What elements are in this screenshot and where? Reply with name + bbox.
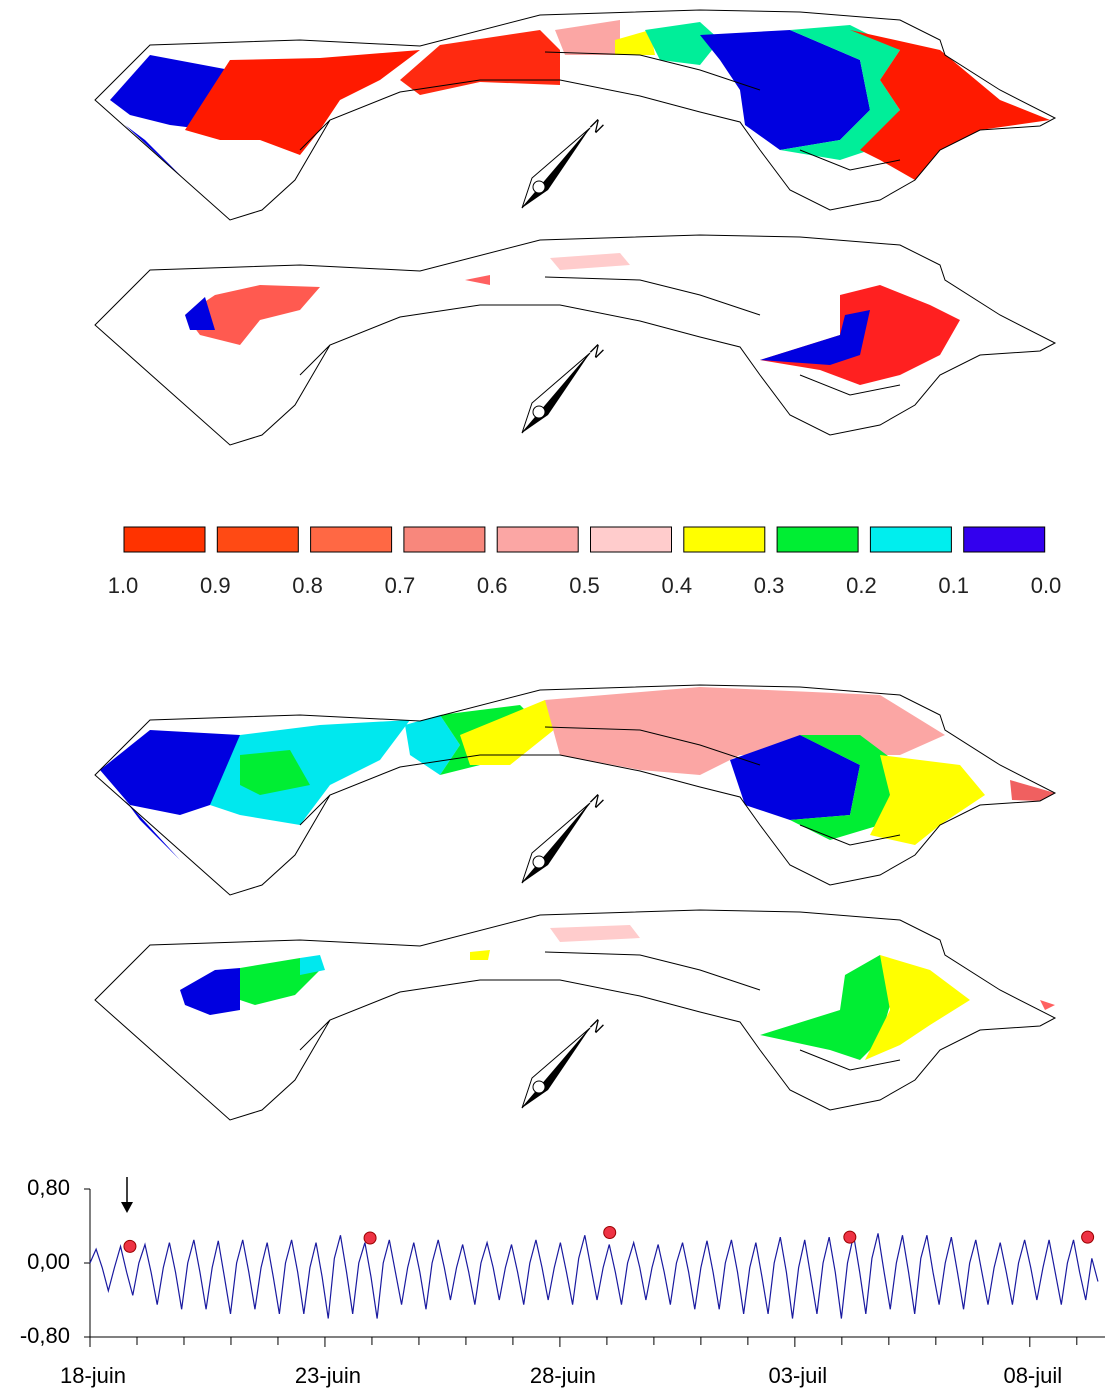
compass-center [532,180,546,194]
x-tick-label: 28-juin [530,1363,596,1388]
map-panel: N [94,684,1056,896]
y-tick-label: -0,80 [20,1323,70,1348]
legend-label: 0.2 [846,573,877,598]
map-panel: N [94,9,1056,221]
legend-label: 0.8 [292,573,323,598]
north-label: N [586,1017,606,1037]
x-tick-label: 18-juin [60,1363,126,1388]
legend-swatch [216,526,299,553]
x-tick-label: 08-juil [1003,1363,1062,1388]
line-series [89,1233,1099,1319]
legend-swatch [123,526,206,553]
compass-needle [521,802,591,884]
legend-label: 0.6 [477,573,508,598]
legend-swatch [963,526,1046,553]
y-tick-label: 0,00 [27,1249,70,1274]
compass-needle [521,352,591,434]
arrow-head [121,1202,133,1213]
legend-label: 1.0 [108,573,139,598]
legend-swatch [683,526,766,553]
north-label: N [586,342,606,362]
compass-needle [521,127,591,209]
legend-swatch [590,526,672,553]
legend-label: 0.3 [754,573,785,598]
marker [843,1230,857,1244]
legend-label: 0.0 [1031,573,1062,598]
legend-label: 0.1 [938,573,969,598]
legend-swatch [403,526,486,553]
legend-label: 0.4 [662,573,693,598]
legend-label: 0.7 [385,573,416,598]
marker [123,1239,137,1253]
y-tick-label: 0,80 [27,1175,70,1200]
marker [603,1225,617,1239]
marker [1081,1230,1095,1244]
map-panel: N [94,909,1056,1121]
compass-center [532,405,546,419]
compass-needle [521,1027,591,1109]
legend-swatch [496,526,579,553]
marker [363,1231,377,1245]
legend-swatch [869,526,952,553]
x-tick-label: 03-juil [769,1363,828,1388]
x-tick-label: 23-juin [295,1363,361,1388]
map-panel: N [94,234,1056,446]
legend-swatch [776,526,859,553]
legend-swatch [310,526,393,553]
north-label: N [586,117,606,137]
legend-label: 0.5 [569,573,600,598]
compass-center [532,1080,546,1094]
legend-label: 0.9 [200,573,231,598]
compass-center [532,855,546,869]
north-label: N [586,792,606,812]
